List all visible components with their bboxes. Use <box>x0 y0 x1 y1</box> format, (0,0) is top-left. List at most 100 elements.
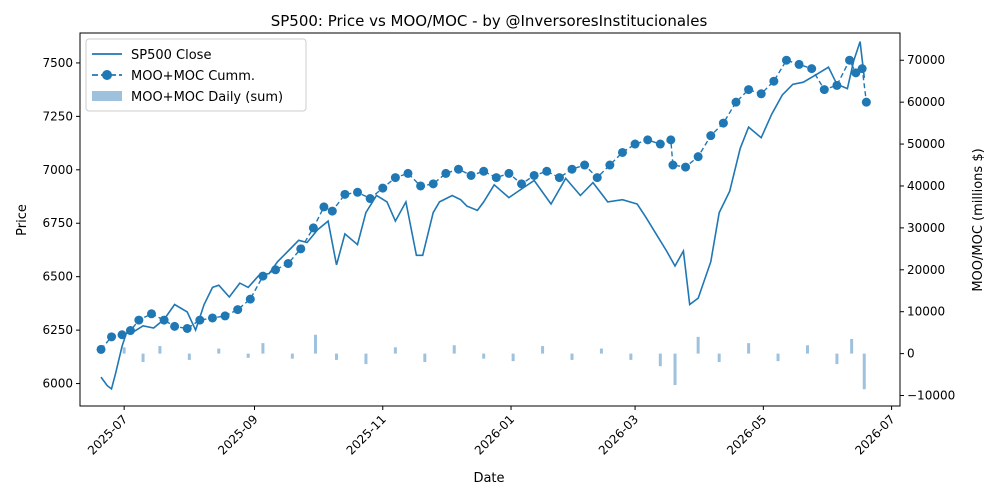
cumm-marker <box>296 244 306 254</box>
cumm-marker <box>693 152 703 162</box>
right-axis-ticks: −10000 0 10000 20000 30000 40000 50000 60000 700… <box>900 53 955 403</box>
legend-daily-label: MOO+MOC Daily (sum) <box>131 90 283 105</box>
right-tick-label: 20000 <box>907 263 945 277</box>
daily-bar <box>696 336 700 354</box>
cumm-marker <box>706 131 716 141</box>
x-tick-label: 2026-05 <box>724 412 769 457</box>
legend-price-label: SP500 Close <box>131 48 211 63</box>
cumm-marker <box>542 166 552 176</box>
cumm-marker <box>170 321 180 331</box>
x-tick-label: 2025-11 <box>344 412 389 457</box>
cumm-marker <box>756 89 766 99</box>
cumm-marker <box>378 183 388 193</box>
cumm-marker <box>195 315 205 325</box>
cumm-marker <box>681 162 691 172</box>
cumm-marker <box>428 179 438 189</box>
cumm-marker <box>182 323 192 333</box>
x-tick-label: 2026-03 <box>596 412 641 457</box>
cumm-marker <box>283 259 293 269</box>
cumm-marker <box>117 330 127 340</box>
cumm-marker <box>441 168 451 178</box>
left-tick-label: 6250 <box>42 323 73 337</box>
left-tick-label: 6500 <box>42 270 73 284</box>
cumm-marker <box>845 55 855 65</box>
left-tick-label: 6750 <box>42 216 73 230</box>
cumm-marker <box>731 97 741 107</box>
cumm-marker <box>390 173 400 183</box>
x-axis-ticks: 2025-07 2025-09 2025-11 2026-01 2026-03 2026-… <box>85 406 898 458</box>
cumm-marker <box>258 271 268 281</box>
cumm-marker <box>220 311 230 321</box>
cumm-marker <box>353 187 363 197</box>
chart-title: SP500: Price vs MOO/MOC - by @Inversores… <box>271 12 708 30</box>
cumm-marker <box>857 64 867 74</box>
cumm-marker <box>159 315 169 325</box>
cumm-marker <box>744 85 754 95</box>
daily-bar <box>122 347 126 354</box>
left-axis-label: Price <box>15 204 30 236</box>
daily-bar <box>673 353 677 386</box>
cumm-marker <box>479 166 489 176</box>
plot-frame <box>79 32 901 407</box>
left-tick-label: 7250 <box>42 109 73 123</box>
daily-bar <box>482 353 486 359</box>
cumm-marker <box>365 194 375 204</box>
cumm-marker <box>271 265 281 275</box>
legend-daily-swatch <box>92 91 122 101</box>
cumm-marker <box>567 164 577 174</box>
price-line <box>100 41 866 391</box>
right-tick-label: 70000 <box>907 53 945 67</box>
cumm-marker <box>655 139 665 149</box>
cumm-marker <box>592 173 602 183</box>
cumm-marker <box>245 294 255 304</box>
daily-bar <box>570 353 574 360</box>
daily-bar <box>805 345 809 354</box>
right-tick-label: −10000 <box>907 389 955 403</box>
daily-bar <box>158 346 162 354</box>
cumm-marker <box>416 181 426 191</box>
cumm-marker <box>580 160 590 170</box>
right-tick-label: 10000 <box>907 305 945 319</box>
cumm-marker <box>529 170 539 180</box>
price-series <box>100 41 866 391</box>
left-axis-ticks: 6000 6250 6500 6750 7000 7250 7500 <box>42 56 80 391</box>
daily-bar <box>246 353 250 358</box>
daily-bar <box>541 346 545 354</box>
daily-bar <box>511 353 515 362</box>
x-tick-label: 2026-07 <box>852 412 897 457</box>
cumm-marker <box>107 332 117 342</box>
daily-bar <box>599 348 603 354</box>
daily-bar <box>776 353 780 362</box>
daily-bar <box>313 334 317 354</box>
legend-cumm-label: MOO+MOC Cumm. <box>131 69 255 84</box>
daily-bar <box>261 343 265 354</box>
cumm-marker <box>207 313 217 323</box>
daily-bar <box>850 338 854 354</box>
daily-bar <box>141 353 145 362</box>
cumm-marker <box>617 147 627 157</box>
cumm-marker <box>643 135 653 145</box>
daily-bar <box>747 343 751 354</box>
daily-bar <box>717 353 721 362</box>
cumm-marker <box>491 173 501 183</box>
daily-bar <box>629 353 633 360</box>
cumm-marker <box>96 344 106 354</box>
cumm-marker <box>403 168 413 178</box>
cumm-series <box>96 55 871 354</box>
x-axis-label: Date <box>473 471 504 486</box>
cumm-marker <box>504 168 514 178</box>
left-tick-label: 6000 <box>42 377 73 391</box>
cumm-marker <box>517 179 527 189</box>
cumm-marker <box>308 223 318 233</box>
daily-bar <box>290 353 294 359</box>
right-tick-label: 60000 <box>907 95 945 109</box>
right-tick-label: 0 <box>907 347 915 361</box>
left-tick-label: 7500 <box>42 56 73 70</box>
cumm-marker <box>134 315 144 325</box>
legend-box <box>85 38 307 112</box>
cumm-marker <box>466 170 476 180</box>
cumm-marker <box>668 160 678 170</box>
right-tick-label: 50000 <box>907 137 945 151</box>
daily-bar <box>452 345 456 354</box>
